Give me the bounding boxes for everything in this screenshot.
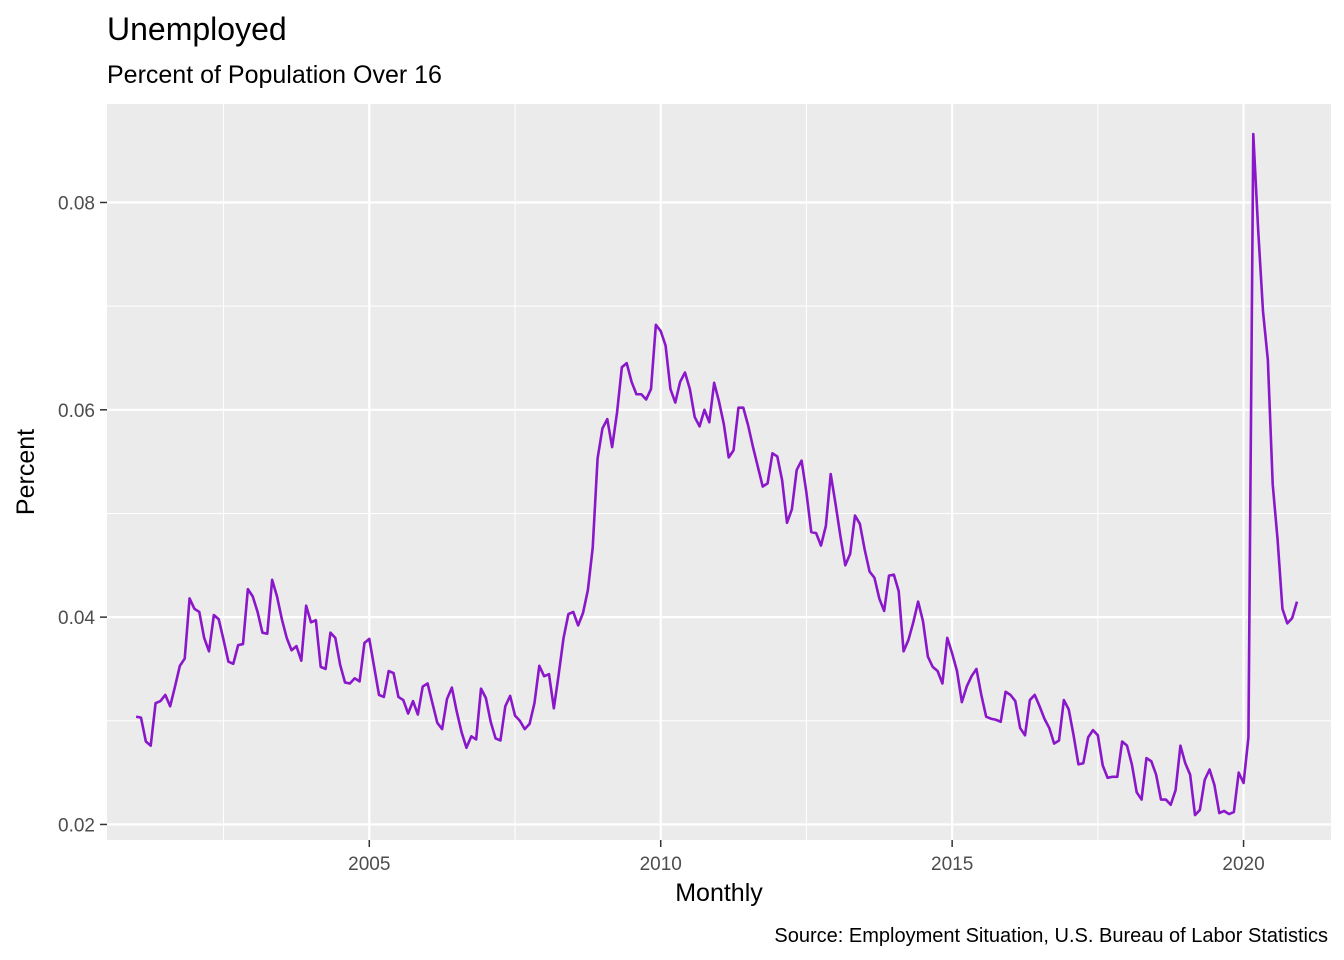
chart-caption: Source: Employment Situation, U.S. Burea… xyxy=(774,925,1328,947)
grid-minor xyxy=(107,104,1331,840)
x-tick-label: 2020 xyxy=(1222,854,1264,875)
series-line xyxy=(135,132,1299,817)
y-tick-label: 0.04 xyxy=(58,608,95,629)
y-tick-label: 0.08 xyxy=(58,193,95,214)
chart-title: Unemployed xyxy=(107,11,287,47)
y-axis-title: Percent xyxy=(12,429,40,515)
x-axis: 2005 2010 2015 2020 xyxy=(348,840,1265,875)
grid-major xyxy=(107,104,1331,840)
y-tick-label: 0.06 xyxy=(58,401,95,422)
x-axis-title: Monthly xyxy=(675,879,763,907)
plot-panel xyxy=(107,104,1331,840)
x-tick-label: 2010 xyxy=(640,854,682,875)
x-tick-label: 2005 xyxy=(348,854,390,875)
x-tick-label: 2015 xyxy=(931,854,973,875)
y-axis: 0.02 0.04 0.06 0.08 xyxy=(58,193,107,836)
chart-subtitle: Percent of Population Over 16 xyxy=(107,61,442,89)
y-tick-label: 0.02 xyxy=(58,815,95,836)
